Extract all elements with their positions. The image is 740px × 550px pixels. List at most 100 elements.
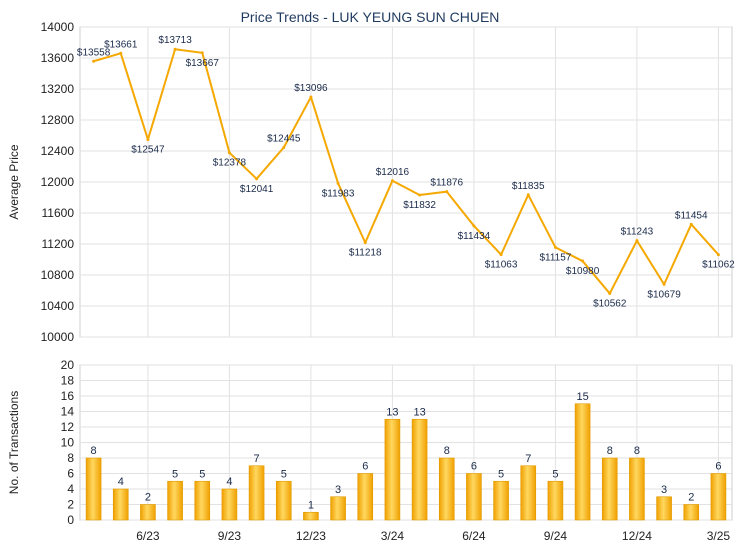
line-y-tick-label: 12800 bbox=[41, 113, 75, 127]
transaction-bar bbox=[683, 504, 700, 521]
transaction-data-label: 8 bbox=[634, 445, 640, 457]
transaction-bar bbox=[303, 511, 319, 521]
x-tick-label: 9/24 bbox=[544, 529, 568, 543]
bar-y-tick-label: 0 bbox=[67, 513, 74, 527]
price-point bbox=[526, 193, 530, 197]
transaction-bar bbox=[112, 488, 129, 521]
price-data-label: $11218 bbox=[349, 248, 382, 259]
line-y-tick-label: 13200 bbox=[41, 82, 75, 96]
chart-title: Price Trends - LUK YEUNG SUN CHUEN bbox=[241, 9, 500, 25]
transaction-data-label: 6 bbox=[362, 461, 368, 473]
bar-y-tick-label: 16 bbox=[61, 389, 75, 403]
price-series-line bbox=[93, 48, 720, 295]
transaction-data-label: 3 bbox=[661, 484, 667, 496]
transaction-bar bbox=[275, 480, 292, 521]
transaction-bar bbox=[629, 457, 645, 521]
price-point bbox=[472, 224, 476, 228]
transaction-data-label: 6 bbox=[715, 461, 721, 473]
transaction-bar bbox=[330, 496, 346, 521]
transaction-data-label: 8 bbox=[607, 445, 613, 457]
price-point bbox=[553, 245, 557, 249]
bar-y-tick-label: 8 bbox=[67, 451, 74, 465]
price-point bbox=[635, 239, 639, 243]
x-tick-label: 12/23 bbox=[296, 529, 326, 543]
price-data-label: $13661 bbox=[104, 39, 138, 50]
bar-y-tick-label: 4 bbox=[67, 482, 74, 496]
price-point bbox=[390, 179, 394, 183]
price-data-label: $13713 bbox=[158, 35, 192, 46]
bar-y-tick-label: 6 bbox=[67, 467, 74, 481]
transaction-bar bbox=[85, 457, 102, 521]
price-data-label: $12445 bbox=[267, 134, 301, 145]
price-data-label: $10562 bbox=[593, 298, 627, 309]
price-data-label: $13558 bbox=[77, 47, 111, 58]
price-data-label: $13667 bbox=[186, 58, 220, 69]
transaction-bar bbox=[493, 480, 509, 521]
transaction-bar bbox=[656, 496, 672, 521]
price-point bbox=[309, 95, 313, 99]
price-point bbox=[227, 151, 231, 155]
line-y-axis-title: Average Price bbox=[7, 144, 21, 219]
line-y-tick-label: 11600 bbox=[42, 206, 75, 220]
price-point bbox=[608, 291, 612, 295]
price-data-label: $12378 bbox=[213, 158, 247, 169]
transaction-bar bbox=[384, 418, 401, 521]
transaction-data-label: 13 bbox=[386, 406, 398, 418]
transaction-data-label: 5 bbox=[199, 468, 205, 480]
price-point bbox=[418, 193, 422, 197]
price-point bbox=[336, 181, 340, 185]
line-y-tick-label: 10400 bbox=[41, 299, 75, 313]
transaction-bar bbox=[520, 465, 537, 521]
transaction-bar bbox=[411, 418, 428, 521]
transaction-bar bbox=[601, 457, 618, 521]
bar-y-tick-label: 20 bbox=[61, 358, 75, 372]
price-data-label: $11832 bbox=[403, 200, 436, 211]
price-point bbox=[200, 51, 204, 55]
bar-y-tick-label: 14 bbox=[61, 405, 75, 419]
price-point bbox=[689, 222, 693, 226]
x-tick-label: 12/24 bbox=[622, 529, 652, 543]
x-tick-label: 9/23 bbox=[218, 529, 242, 543]
x-tick-label: 6/24 bbox=[462, 529, 486, 543]
price-point bbox=[445, 190, 449, 194]
line-panel: 10000 10400 10800 11200 11600 12000 12400 12800… bbox=[7, 20, 735, 344]
line-y-tick-label: 10800 bbox=[41, 268, 75, 282]
transaction-data-label: 5 bbox=[172, 468, 178, 480]
transaction-bar bbox=[194, 480, 211, 521]
x-tick-label: 3/24 bbox=[381, 529, 405, 543]
transaction-data-label: 5 bbox=[281, 468, 287, 480]
bar-y-axis-title: No. of Transactions bbox=[7, 391, 21, 494]
price-point bbox=[499, 253, 503, 257]
price-data-label: $10679 bbox=[647, 289, 681, 300]
transaction-data-label: 7 bbox=[525, 453, 531, 465]
price-data-label: $12016 bbox=[376, 167, 410, 178]
line-y-tick-label: 10000 bbox=[41, 330, 75, 344]
transaction-data-label: 2 bbox=[145, 492, 151, 504]
bar-y-tick-label: 10 bbox=[61, 436, 75, 450]
transaction-data-label: 5 bbox=[498, 468, 504, 480]
transaction-data-label: 3 bbox=[335, 484, 341, 496]
price-data-label: $11157 bbox=[539, 252, 571, 263]
price-data-label: $11983 bbox=[322, 188, 355, 199]
transaction-data-label: 6 bbox=[471, 461, 477, 473]
transaction-bar bbox=[574, 403, 591, 521]
price-point bbox=[363, 241, 367, 245]
x-tick-label: 3/25 bbox=[707, 529, 731, 543]
line-y-tick-label: 14000 bbox=[41, 20, 75, 34]
price-point bbox=[173, 47, 177, 51]
price-data-label: $11835 bbox=[512, 181, 545, 192]
transaction-bar bbox=[167, 480, 183, 521]
line-y-tick-label: 12400 bbox=[41, 144, 75, 158]
transaction-bar bbox=[357, 473, 374, 521]
transaction-data-label: 2 bbox=[688, 492, 694, 504]
price-point bbox=[662, 282, 666, 286]
transaction-bar bbox=[438, 457, 455, 521]
transaction-bar bbox=[140, 504, 156, 521]
transaction-data-label: 1 bbox=[308, 499, 314, 511]
bar-y-tick-label: 18 bbox=[61, 374, 75, 388]
price-data-label: $13096 bbox=[294, 83, 328, 94]
line-y-tick-label: 12000 bbox=[41, 175, 75, 189]
transaction-data-label: 5 bbox=[552, 468, 558, 480]
price-data-label: $10980 bbox=[566, 266, 600, 277]
